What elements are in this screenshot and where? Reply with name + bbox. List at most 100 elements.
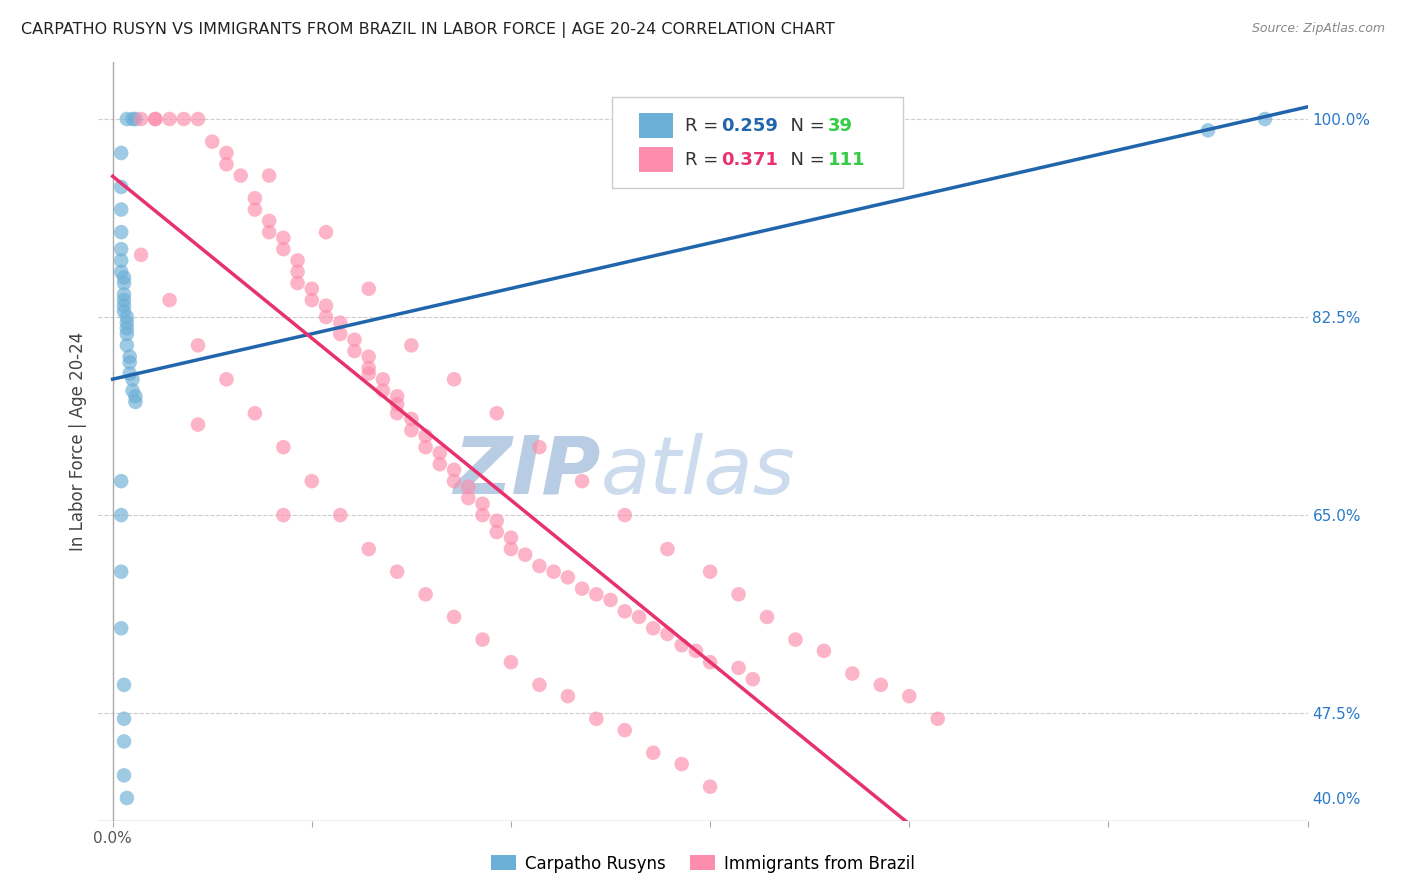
- Point: [112, 304, 135, 318]
- FancyBboxPatch shape: [613, 96, 903, 187]
- Point: [529, 440, 551, 454]
- Point: [273, 231, 295, 245]
- Point: [118, 350, 141, 364]
- Point: [110, 180, 132, 194]
- Point: [257, 169, 280, 183]
- Point: [315, 299, 337, 313]
- Point: [357, 361, 380, 376]
- Point: [515, 548, 537, 562]
- Point: [357, 350, 380, 364]
- Text: R =: R =: [685, 151, 724, 169]
- Point: [401, 423, 423, 437]
- Point: [1254, 112, 1277, 126]
- Point: [471, 508, 494, 522]
- Point: [315, 225, 337, 239]
- Point: [243, 202, 266, 217]
- Point: [215, 145, 238, 160]
- Point: [385, 565, 408, 579]
- Point: [869, 678, 891, 692]
- Point: [173, 112, 195, 126]
- Point: [115, 321, 138, 335]
- Point: [841, 666, 863, 681]
- Text: ZIP: ZIP: [453, 433, 600, 511]
- Point: [785, 632, 807, 647]
- Point: [613, 723, 636, 738]
- Point: [401, 338, 423, 352]
- Point: [329, 316, 352, 330]
- Point: [599, 593, 621, 607]
- Point: [557, 570, 579, 584]
- Point: [471, 632, 494, 647]
- Point: [115, 310, 138, 324]
- Point: [627, 610, 650, 624]
- Point: [115, 316, 138, 330]
- Point: [143, 112, 166, 126]
- Point: [699, 565, 721, 579]
- Point: [121, 384, 143, 398]
- Point: [457, 491, 479, 505]
- Point: [187, 417, 209, 432]
- Point: [124, 112, 146, 126]
- Point: [112, 293, 135, 307]
- Point: [301, 282, 323, 296]
- Point: [415, 587, 437, 601]
- Point: [613, 508, 636, 522]
- Point: [124, 389, 146, 403]
- Point: [457, 480, 479, 494]
- Text: atlas: atlas: [600, 433, 794, 511]
- Point: [129, 248, 152, 262]
- Point: [471, 497, 494, 511]
- Legend: Carpatho Rusyns, Immigrants from Brazil: Carpatho Rusyns, Immigrants from Brazil: [485, 848, 921, 880]
- Point: [273, 242, 295, 256]
- Point: [529, 559, 551, 574]
- Point: [112, 299, 135, 313]
- Point: [443, 610, 465, 624]
- Point: [257, 214, 280, 228]
- Text: Source: ZipAtlas.com: Source: ZipAtlas.com: [1251, 22, 1385, 36]
- Point: [499, 655, 522, 669]
- Point: [115, 326, 138, 341]
- Y-axis label: In Labor Force | Age 20-24: In Labor Force | Age 20-24: [69, 332, 87, 551]
- Point: [571, 582, 593, 596]
- Point: [429, 457, 451, 471]
- Point: [110, 225, 132, 239]
- Point: [287, 253, 309, 268]
- Point: [112, 768, 135, 782]
- Text: 0.259: 0.259: [721, 117, 778, 135]
- Point: [385, 389, 408, 403]
- Point: [159, 112, 181, 126]
- Point: [671, 638, 693, 652]
- Text: 0.371: 0.371: [721, 151, 778, 169]
- Point: [187, 112, 209, 126]
- Point: [643, 621, 665, 635]
- Point: [329, 508, 352, 522]
- Point: [110, 202, 132, 217]
- Point: [112, 270, 135, 285]
- Point: [301, 474, 323, 488]
- Point: [443, 372, 465, 386]
- Point: [110, 253, 132, 268]
- Point: [443, 463, 465, 477]
- Point: [243, 406, 266, 420]
- Point: [229, 169, 252, 183]
- Point: [118, 367, 141, 381]
- Point: [585, 587, 607, 601]
- Point: [118, 355, 141, 369]
- Point: [201, 135, 224, 149]
- Point: [543, 565, 565, 579]
- Point: [671, 757, 693, 772]
- Point: [112, 276, 135, 290]
- Point: [273, 508, 295, 522]
- Point: [485, 524, 508, 539]
- Point: [741, 672, 763, 686]
- Point: [385, 397, 408, 411]
- Text: CARPATHO RUSYN VS IMMIGRANTS FROM BRAZIL IN LABOR FORCE | AGE 20-24 CORRELATION : CARPATHO RUSYN VS IMMIGRANTS FROM BRAZIL…: [21, 22, 835, 38]
- Point: [243, 191, 266, 205]
- Point: [110, 145, 132, 160]
- FancyBboxPatch shape: [638, 113, 673, 138]
- Point: [129, 112, 152, 126]
- Point: [371, 384, 394, 398]
- Point: [657, 627, 679, 641]
- Point: [643, 746, 665, 760]
- Point: [215, 372, 238, 386]
